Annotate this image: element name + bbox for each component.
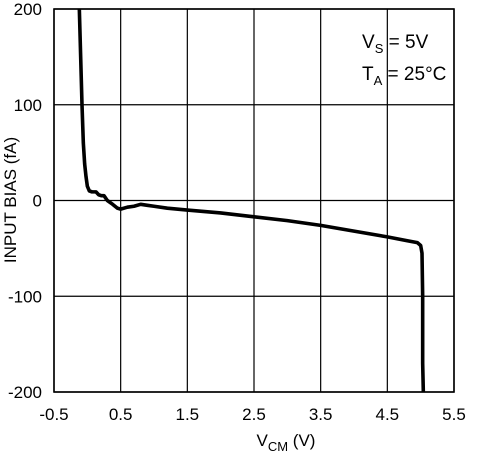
annotation-supply-voltage-suffix: = 5V — [383, 32, 428, 53]
annotation-supply-voltage-main: V — [362, 32, 375, 53]
annotation-ambient-temperature-suffix: = 25°C — [382, 64, 446, 85]
y-tick-label: 0 — [33, 192, 42, 211]
x-tick-label: 4.5 — [376, 405, 400, 424]
x-tick-label: 5.5 — [442, 405, 466, 424]
tick-labels: -0.5 0.5 1.5 2.5 3.5 4.5 5.5 200 100 0 -100 -200 — [8, 0, 466, 424]
y-tick-label: -100 — [8, 287, 42, 306]
x-axis-label-sub: CM — [268, 439, 288, 454]
annotation-ambient-temperature-sub: A — [374, 73, 383, 88]
grid — [53, 8, 455, 393]
plot-frame — [53, 8, 455, 393]
y-axis-label: INPUT BIAS (fA) — [1, 137, 20, 263]
x-axis-label-suffix: (V) — [288, 431, 315, 450]
y-tick-label: 200 — [14, 0, 42, 19]
y-tick-label: 100 — [14, 96, 42, 115]
annotation-ambient-temperature: TA = 25°C — [362, 64, 446, 88]
series-line — [77, 8, 426, 393]
y-tick-label: -200 — [8, 383, 42, 402]
x-tick-label: 0.5 — [109, 405, 133, 424]
annotation-supply-voltage-sub: S — [375, 41, 384, 56]
x-axis-label: VCM (V) — [257, 431, 316, 454]
annotation-supply-voltage: VS = 5V — [362, 32, 429, 56]
annotation-ambient-temperature-main: T — [362, 64, 374, 85]
x-tick-label: 3.5 — [309, 405, 333, 424]
x-tick-label: -0.5 — [39, 405, 68, 424]
x-tick-label: 1.5 — [176, 405, 200, 424]
x-axis-label-main: V — [257, 431, 269, 450]
x-tick-label: 2.5 — [242, 405, 266, 424]
plot-area — [77, 8, 426, 393]
